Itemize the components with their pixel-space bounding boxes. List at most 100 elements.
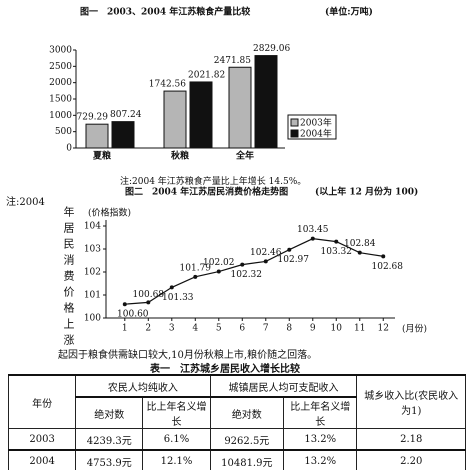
header: 年份 <box>7 374 77 429</box>
x-tick-label: 7 <box>263 324 269 334</box>
value-label: 101.79 <box>180 263 212 273</box>
x-tick-label: 2 <box>145 324 151 334</box>
value-label: 100.68 <box>133 290 165 300</box>
value-label: 102.84 <box>344 239 376 249</box>
value-label: 100.60 <box>117 310 149 320</box>
y-axis-label: (价格指数) <box>88 207 131 219</box>
point <box>216 269 221 274</box>
y-tick-label: 3000 <box>49 46 72 56</box>
cell: 12.1% <box>142 449 211 470</box>
x-tick-label: 8 <box>286 324 292 334</box>
x-axis-label: (月份) <box>402 323 427 335</box>
header: 城乡收入比(农民收入为1) <box>356 374 466 429</box>
value-label: 103.45 <box>297 225 329 235</box>
header: 绝对数 <box>209 396 285 429</box>
x-tick-label: 12 <box>378 324 389 334</box>
point <box>193 274 198 279</box>
point <box>310 236 315 241</box>
note: 注:2004 <box>6 197 45 208</box>
chart-title: 图二 2004 年江苏居民消费价格走势图 <box>125 186 288 198</box>
point <box>357 250 362 255</box>
y-tick-label: 2500 <box>49 62 72 72</box>
cell: 10481.9元 <box>209 449 285 470</box>
cell: 2.20 <box>356 449 466 470</box>
bar <box>228 66 252 149</box>
value-label: 2829.06 <box>253 44 290 54</box>
note: 年居民消费价格上涨 <box>62 206 75 350</box>
y-tick-label: 1000 <box>49 111 72 121</box>
legend-label: 2004年 <box>300 128 332 140</box>
bar <box>254 55 278 149</box>
charts: 图一 2003、2004 年江苏粮食产量比较 (单位:万吨) 0 500 1000 150… <box>49 6 427 335</box>
y-tick-label: 100 <box>84 314 101 324</box>
income-table: 年份 农民人均纯收入 城镇居民人均可支配收入 城乡收入比(农民收入为1) 绝对数… <box>7 374 466 470</box>
note: 注:2004 年江苏粮食产量比上年增长 14.5%。 <box>120 177 307 187</box>
point <box>146 300 151 305</box>
header: 比上年名义增长 <box>142 396 211 429</box>
value-label: 2021.82 <box>188 70 225 80</box>
value-label: 1742.56 <box>149 80 186 90</box>
point <box>287 247 292 252</box>
x-tick-label: 6 <box>239 324 245 334</box>
x-tick-label: 夏粮 <box>92 150 111 162</box>
cell: 9262.5元 <box>209 428 285 451</box>
y-tick-label: 2000 <box>49 78 72 88</box>
point <box>334 239 339 244</box>
note: 起因于粮食供需缺口较大,10月份秋粮上市,粮价随之回落。 <box>58 350 318 361</box>
x-tick-label: 3 <box>169 324 175 334</box>
cell: 13.2% <box>283 428 358 451</box>
point <box>169 285 174 290</box>
x-tick-label: 4 <box>192 324 198 334</box>
x-tick-label: 秋粮 <box>170 150 189 162</box>
value-label: 102.97 <box>278 255 310 265</box>
x-tick-label: 9 <box>310 324 316 334</box>
header: 比上年名义增长 <box>283 396 358 429</box>
legend-swatch <box>290 129 299 138</box>
value-label: 2471.85 <box>214 56 251 66</box>
y-tick-label: 102 <box>84 268 101 278</box>
x-tick-label: 全年 <box>235 150 254 162</box>
cell: 2003 <box>7 428 77 451</box>
cell: 4753.9元 <box>75 449 144 470</box>
table-title: 表一 江苏城乡居民收入增长比较 <box>150 364 300 375</box>
header: 绝对数 <box>75 396 144 429</box>
bar <box>163 90 187 149</box>
point <box>240 262 245 267</box>
x-tick-label: 5 <box>216 324 222 334</box>
header: 农民人均纯收入 <box>75 374 211 398</box>
value-label: 102.46 <box>250 248 282 258</box>
point <box>381 254 386 259</box>
legend-box <box>287 114 337 140</box>
y-tick-label: 1500 <box>49 95 72 105</box>
x-tick-label: 11 <box>354 324 365 334</box>
header: 城镇居民人均可支配收入 <box>209 374 358 398</box>
legend-swatch <box>290 118 299 127</box>
bar <box>111 121 135 149</box>
y-tick-label: 101 <box>84 291 101 301</box>
value-label: 729.29 <box>77 113 109 123</box>
chart-subtitle: (单位:万吨) <box>325 6 373 18</box>
cell: 6.1% <box>142 428 211 451</box>
y-tick-label: 104 <box>84 222 101 232</box>
bar <box>189 81 213 149</box>
value-label: 103.32 <box>321 247 353 257</box>
chart-title: 图一 2003、2004 年江苏粮食产量比较 <box>80 6 250 18</box>
point <box>263 259 268 264</box>
cell: 2.18 <box>356 428 466 451</box>
point <box>122 302 127 307</box>
value-label: 807.24 <box>110 110 142 120</box>
legend-label: 2003年 <box>300 117 332 129</box>
price-line <box>124 238 384 305</box>
y-tick-label: 103 <box>84 245 101 255</box>
cell: 13.2% <box>283 449 358 470</box>
y-tick-label: 500 <box>55 127 72 137</box>
value-label: 102.68 <box>372 262 404 272</box>
cell: 2004 <box>7 449 77 470</box>
value-label: 101.33 <box>162 293 194 303</box>
x-tick-label: 10 <box>331 324 343 334</box>
value-label: 102.32 <box>231 270 263 280</box>
y-tick-label: 0 <box>66 144 72 154</box>
x-tick-label: 1 <box>122 324 128 334</box>
cell: 4239.3元 <box>75 428 144 451</box>
